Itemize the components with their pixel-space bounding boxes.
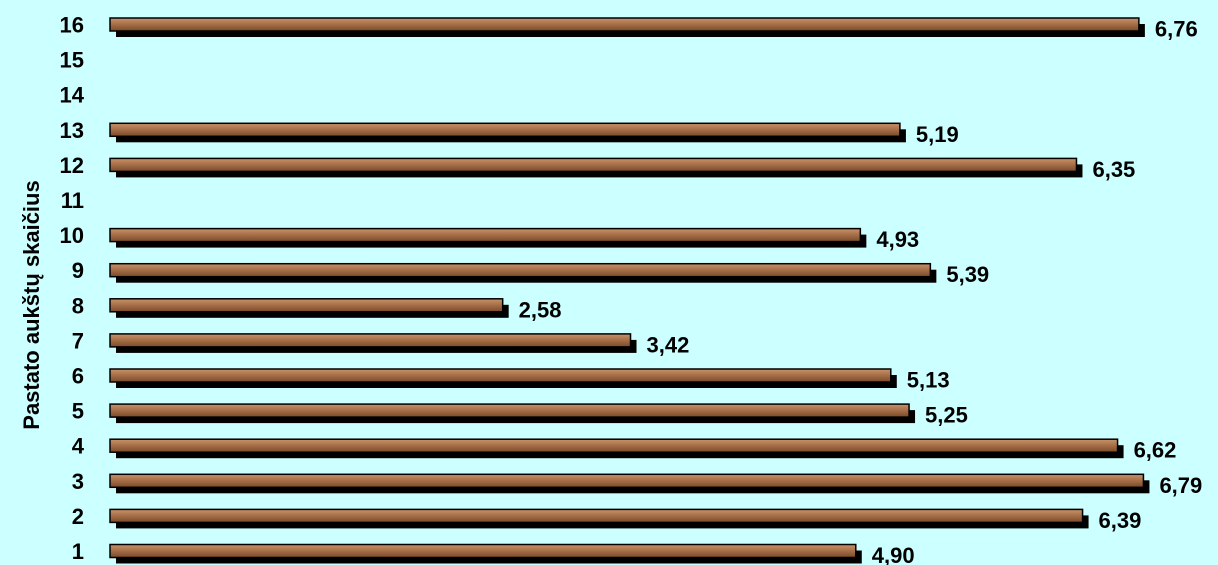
y-tick-label: 7 — [72, 328, 84, 353]
y-tick-label: 8 — [72, 293, 84, 318]
data-label: 6,35 — [1092, 157, 1135, 182]
y-tick-label: 2 — [72, 504, 84, 529]
data-label: 5,39 — [946, 262, 989, 287]
y-tick-label: 3 — [72, 469, 84, 494]
data-label: 4,93 — [876, 227, 919, 252]
y-tick-label: 15 — [60, 48, 84, 73]
bar — [109, 262, 932, 278]
y-tick-label: 14 — [60, 83, 85, 108]
y-tick-label: 10 — [60, 223, 84, 248]
bar — [109, 17, 1140, 32]
y-tick-label: 5 — [72, 399, 84, 424]
y-tick-label: 16 — [60, 13, 84, 38]
y-tick-label: 4 — [72, 434, 85, 459]
y-tick-label: 6 — [72, 364, 84, 389]
data-label: 5,19 — [916, 122, 959, 147]
bar — [109, 227, 862, 243]
bar — [109, 543, 857, 559]
bar — [109, 122, 901, 138]
bar — [109, 473, 1145, 489]
bar — [109, 508, 1084, 524]
y-tick-label: 11 — [61, 188, 84, 213]
y-tick-label: 9 — [72, 258, 84, 283]
y-tick-label: 1 — [72, 539, 84, 564]
bar — [109, 438, 1119, 453]
bar — [109, 403, 910, 418]
data-label: 3,42 — [647, 332, 690, 357]
data-label: 2,58 — [519, 297, 562, 322]
data-label: 5,25 — [925, 403, 968, 428]
bar — [109, 368, 892, 383]
data-label: 4,90 — [872, 543, 915, 565]
data-label: 6,62 — [1134, 438, 1177, 463]
bar — [109, 333, 632, 348]
bar — [109, 298, 504, 313]
data-label: 6,39 — [1099, 508, 1142, 533]
data-label: 5,13 — [907, 368, 950, 393]
data-label: 6,76 — [1155, 17, 1198, 42]
y-tick-label: 12 — [60, 153, 84, 178]
data-label: 6,79 — [1159, 473, 1202, 498]
y-tick-label: 13 — [60, 118, 84, 143]
bar — [109, 157, 1078, 173]
